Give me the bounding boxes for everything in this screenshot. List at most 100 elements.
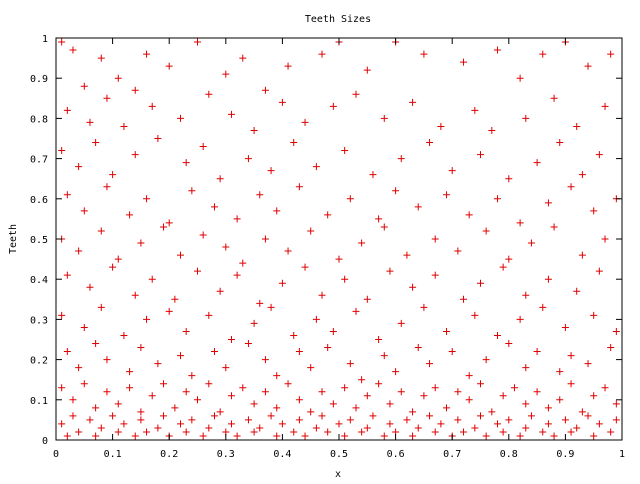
data-point bbox=[312, 424, 320, 432]
data-point bbox=[363, 66, 371, 74]
data-point bbox=[409, 98, 417, 106]
data-point bbox=[210, 348, 218, 356]
data-point bbox=[256, 424, 264, 432]
data-point bbox=[324, 211, 332, 219]
data-point bbox=[324, 344, 332, 352]
data-points bbox=[58, 38, 620, 440]
data-point bbox=[499, 428, 507, 436]
data-point bbox=[250, 319, 258, 327]
data-point bbox=[114, 400, 122, 408]
data-point bbox=[250, 428, 258, 436]
data-point bbox=[471, 106, 479, 114]
data-point bbox=[114, 428, 122, 436]
data-point bbox=[607, 50, 615, 58]
data-point bbox=[522, 400, 530, 408]
data-point bbox=[177, 420, 185, 428]
data-point bbox=[369, 171, 377, 179]
data-point bbox=[595, 151, 603, 159]
data-point bbox=[539, 428, 547, 436]
data-point bbox=[533, 348, 541, 356]
data-point bbox=[69, 46, 77, 54]
data-point bbox=[137, 408, 145, 416]
data-point bbox=[324, 428, 332, 436]
data-point bbox=[358, 239, 366, 247]
data-point bbox=[284, 380, 292, 388]
data-point bbox=[114, 74, 122, 82]
data-point bbox=[131, 432, 139, 440]
y-tick-label: 0.4 bbox=[30, 275, 48, 286]
data-point bbox=[194, 38, 201, 46]
data-point bbox=[188, 187, 196, 195]
data-point bbox=[578, 171, 586, 179]
data-point bbox=[97, 303, 105, 311]
data-point bbox=[595, 267, 603, 275]
data-point bbox=[567, 428, 575, 436]
data-point bbox=[573, 122, 581, 130]
data-point bbox=[267, 167, 275, 175]
y-tick-label: 0.2 bbox=[30, 356, 48, 367]
data-point bbox=[539, 303, 547, 311]
data-point bbox=[165, 307, 173, 315]
y-tick-label: 0.3 bbox=[30, 315, 48, 326]
data-point bbox=[437, 420, 445, 428]
data-point bbox=[137, 344, 145, 352]
data-point bbox=[92, 432, 100, 440]
data-point bbox=[80, 380, 88, 388]
data-point bbox=[177, 251, 185, 259]
data-point bbox=[171, 295, 179, 303]
data-point bbox=[488, 126, 496, 134]
data-point bbox=[165, 219, 173, 227]
data-point bbox=[131, 291, 139, 299]
data-point bbox=[533, 388, 541, 396]
y-axis-label: Teeth bbox=[8, 224, 19, 254]
data-point bbox=[210, 412, 218, 420]
data-point bbox=[290, 139, 298, 147]
data-point bbox=[454, 416, 462, 424]
data-point bbox=[460, 58, 468, 66]
data-point bbox=[205, 380, 213, 388]
data-point bbox=[544, 275, 552, 283]
data-point bbox=[244, 155, 252, 163]
data-point bbox=[505, 416, 513, 424]
data-point bbox=[160, 412, 168, 420]
data-point bbox=[341, 275, 349, 283]
data-point bbox=[205, 424, 213, 432]
data-point bbox=[493, 46, 501, 54]
data-point bbox=[454, 247, 462, 255]
data-point bbox=[607, 344, 615, 352]
data-point bbox=[137, 239, 145, 247]
data-point bbox=[103, 183, 111, 191]
data-point bbox=[426, 139, 434, 147]
data-point bbox=[493, 331, 501, 339]
data-point bbox=[601, 384, 609, 392]
data-point bbox=[177, 114, 185, 122]
x-tick-label: 0.6 bbox=[387, 449, 405, 460]
data-point bbox=[250, 400, 258, 408]
data-point bbox=[386, 267, 394, 275]
data-point bbox=[573, 424, 581, 432]
data-point bbox=[273, 404, 281, 412]
data-point bbox=[86, 283, 94, 291]
data-point bbox=[148, 275, 156, 283]
data-point bbox=[369, 412, 377, 420]
data-point bbox=[120, 122, 128, 130]
y-tick-label: 1 bbox=[42, 34, 48, 45]
data-point bbox=[80, 207, 88, 215]
data-point bbox=[414, 344, 422, 352]
data-point bbox=[561, 323, 569, 331]
data-point bbox=[460, 295, 468, 303]
x-tick-label: 0.1 bbox=[104, 449, 122, 460]
data-point bbox=[482, 432, 490, 440]
data-point bbox=[278, 279, 286, 287]
data-point bbox=[143, 315, 151, 323]
data-point bbox=[380, 223, 388, 231]
data-point bbox=[567, 380, 575, 388]
y-tick-label: 0.8 bbox=[30, 114, 48, 125]
data-point bbox=[307, 364, 315, 372]
data-point bbox=[380, 114, 388, 122]
data-point bbox=[267, 303, 275, 311]
data-point bbox=[227, 420, 235, 428]
data-point bbox=[194, 396, 201, 404]
data-point bbox=[188, 416, 196, 424]
data-point bbox=[358, 376, 366, 384]
